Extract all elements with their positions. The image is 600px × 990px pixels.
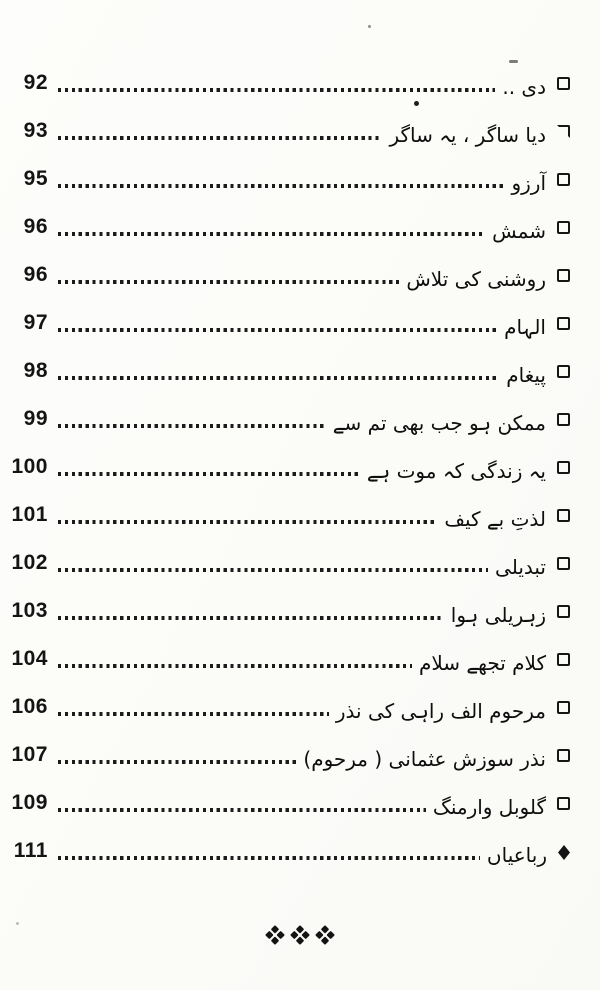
toc-row: 107 نذر سوزش عثمانی ( مرحوم) xyxy=(8,728,570,776)
quad-diamond-icon xyxy=(265,925,285,945)
page-number: 103 xyxy=(11,599,48,622)
entry-title: روشنی کی تلاش xyxy=(406,267,546,291)
dotted-leader xyxy=(58,760,297,764)
toc-row: 102 تبدیلی xyxy=(8,536,570,584)
dotted-leader xyxy=(58,184,505,188)
dotted-leader xyxy=(58,424,326,428)
ink-speck xyxy=(368,25,371,28)
toc-row: 98 پیغام xyxy=(8,344,570,392)
square-bullet-icon xyxy=(557,749,570,762)
ink-speck xyxy=(509,60,518,63)
square-bullet-icon xyxy=(557,413,570,426)
entry-title: زہریلی ہوا xyxy=(450,603,546,627)
toc-row: 101 لذتِ بے کیف xyxy=(8,488,570,536)
dotted-leader xyxy=(58,472,360,476)
entry-title: تبدیلی xyxy=(495,555,546,579)
square-bullet-icon xyxy=(557,557,570,570)
entry-title: آرزو xyxy=(511,171,546,195)
page-number: 96 xyxy=(23,263,48,286)
entry-title: مرحوم الف راہی کی نذر xyxy=(335,699,546,723)
page-number: 104 xyxy=(11,647,48,670)
dotted-leader xyxy=(58,232,486,236)
dotted-leader xyxy=(58,88,496,92)
quad-diamond-icon xyxy=(315,925,335,945)
entry-title: گلوبل وارمنگ xyxy=(432,795,546,819)
toc-row: 96 روشنی کی تلاش xyxy=(8,248,570,296)
page-number: 111 xyxy=(13,839,48,862)
square-bullet-icon xyxy=(557,605,570,618)
dotted-leader xyxy=(58,856,480,860)
page-number: 92 xyxy=(23,71,48,94)
square-bullet-icon xyxy=(557,221,570,234)
toc-row: 106 مرحوم الف راہی کی نذر xyxy=(8,680,570,728)
square-bullet-icon xyxy=(557,173,570,186)
entry-title: الہام xyxy=(504,315,546,339)
page-number: 100 xyxy=(11,455,48,478)
entry-title: لذتِ بے کیف xyxy=(444,507,546,531)
toc-row: 109 گلوبل وارمنگ xyxy=(8,776,570,824)
dotted-leader xyxy=(58,712,329,716)
page-number: 102 xyxy=(11,551,48,574)
ornament-diamonds-icon xyxy=(0,925,600,945)
toc-row: 103 زہریلی ہوا xyxy=(8,584,570,632)
dotted-leader xyxy=(58,328,498,332)
dotted-leader xyxy=(58,376,500,380)
page-number: 96 xyxy=(23,215,48,238)
quad-diamond-icon xyxy=(290,925,310,945)
square-bullet-icon xyxy=(557,365,570,378)
dotted-leader xyxy=(58,136,383,140)
toc-row: 96 شمش xyxy=(8,200,570,248)
partial-square-bullet-icon xyxy=(557,125,570,138)
square-bullet-icon xyxy=(557,269,570,282)
page-number: 106 xyxy=(11,695,48,718)
toc-row: 99 ممکن ہو جب بھی تم سے xyxy=(8,392,570,440)
page-number: 101 xyxy=(11,503,48,526)
toc-row: 100 یہ زندگی کہ موت ہے xyxy=(8,440,570,488)
entry-title: کلام تجھے سلام xyxy=(418,651,546,675)
square-bullet-icon xyxy=(557,509,570,522)
entry-title: یہ زندگی کہ موت ہے xyxy=(366,459,546,483)
dotted-leader xyxy=(58,616,444,620)
dotted-leader xyxy=(58,568,489,572)
dotted-leader xyxy=(58,664,412,668)
page-number: 97 xyxy=(23,311,48,334)
square-bullet-icon xyxy=(557,461,570,474)
ink-speck xyxy=(16,922,19,925)
entry-title: شمش xyxy=(492,219,546,243)
ink-speck xyxy=(414,101,419,106)
toc-row: 92 دی .. xyxy=(8,56,570,104)
toc-row: 104 کلام تجھے سلام xyxy=(8,632,570,680)
square-bullet-icon xyxy=(557,653,570,666)
toc-list: 92 دی .. 93 دیا ساگر ، یہ ساگر 95 آرزو 9… xyxy=(8,56,570,872)
entry-title: پیغام xyxy=(506,363,546,387)
page-number: 109 xyxy=(11,791,48,814)
entry-title: دیا ساگر ، یہ ساگر xyxy=(389,123,546,147)
square-bullet-icon xyxy=(557,77,570,90)
entry-title: نذر سوزش عثمانی ( مرحوم) xyxy=(303,747,546,771)
toc-row: 95 آرزو xyxy=(8,152,570,200)
toc-row: 97 الہام xyxy=(8,296,570,344)
page-number: 95 xyxy=(23,167,48,190)
dotted-leader xyxy=(58,808,426,812)
diamond-bullet-icon xyxy=(558,845,570,860)
square-bullet-icon xyxy=(557,797,570,810)
square-bullet-icon xyxy=(557,317,570,330)
page-number: 98 xyxy=(23,359,48,382)
toc-row: 93 دیا ساگر ، یہ ساگر xyxy=(8,104,570,152)
page-number: 107 xyxy=(11,743,48,766)
square-bullet-icon xyxy=(557,701,570,714)
entry-title: دی .. xyxy=(502,75,546,99)
page-number: 99 xyxy=(23,407,48,430)
page-number: 93 xyxy=(23,119,48,142)
dotted-leader xyxy=(58,280,400,284)
entry-title: ممکن ہو جب بھی تم سے xyxy=(332,411,546,435)
toc-row: 111 رباعیاں xyxy=(8,824,570,872)
dotted-leader xyxy=(58,520,438,524)
entry-title: رباعیاں xyxy=(486,843,547,867)
